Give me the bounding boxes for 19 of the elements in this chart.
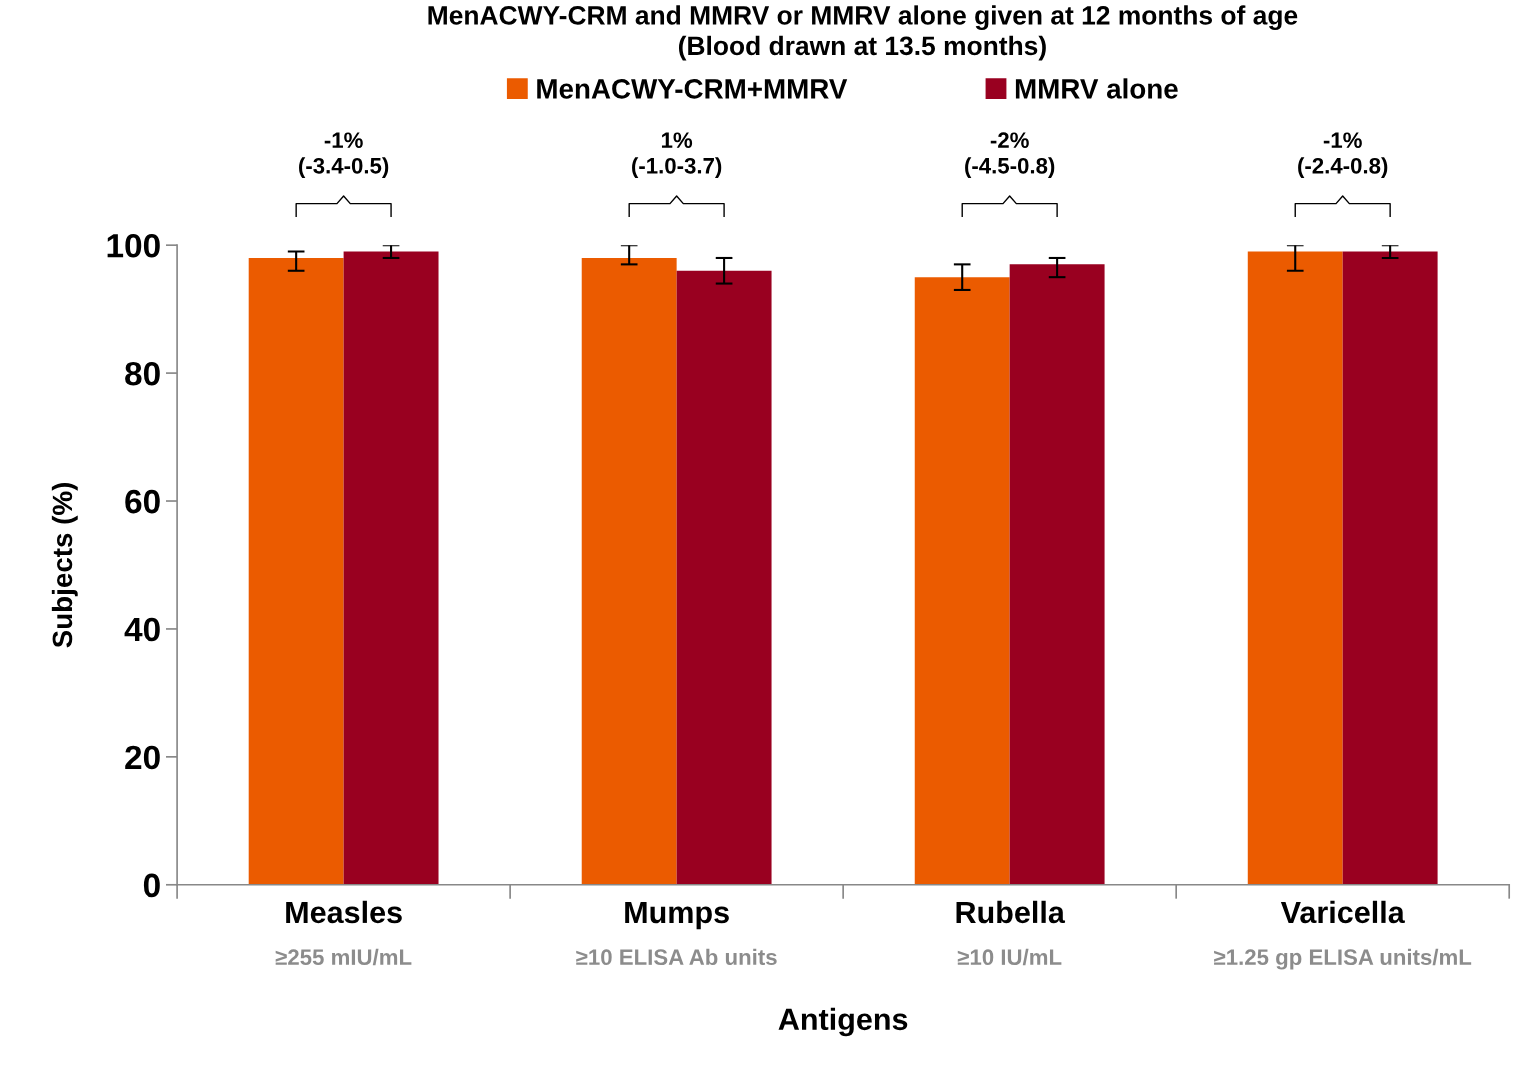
x-axis-title: Antigens: [778, 1007, 908, 1037]
y-axis-title: Subjects (%): [51, 483, 78, 648]
x-tick-label: Rubella ≥10 IU/mL: [956, 900, 1066, 966]
x-tick-label: Measles ≥255 mIU/mL: [275, 900, 412, 966]
y-tick-label: 60: [125, 489, 160, 514]
y-tick-label: 0: [143, 873, 160, 898]
text: -2% (-4.5-0.8): [965, 132, 1055, 179]
text: 1% (-1.0-3.7): [632, 132, 722, 179]
y-tick-label: 40: [124, 617, 160, 642]
text: -1% (-3.4-0.5): [299, 132, 389, 179]
y-tick-label: 20: [125, 745, 160, 770]
x-tick-label: Mumps ≥10 ELISA Ab units: [576, 901, 777, 966]
legend-label: MMRV alone: [1015, 78, 1178, 99]
legend-label: MenACWY-CRM+MMRV: [537, 79, 848, 99]
chart-title: MenACWY-CRM and MMRV or MMRV alone given at 12 months of age (Blood drawn at 13.5 months): [428, 5, 1298, 61]
text: -1% (-2.4-0.8): [1298, 132, 1388, 179]
y-tick-label: 80: [125, 361, 160, 386]
y-tick-label: 100: [107, 233, 160, 258]
x-tick-label: Varicella ≥1.25 gp ELISA units/mL: [1214, 900, 1472, 970]
